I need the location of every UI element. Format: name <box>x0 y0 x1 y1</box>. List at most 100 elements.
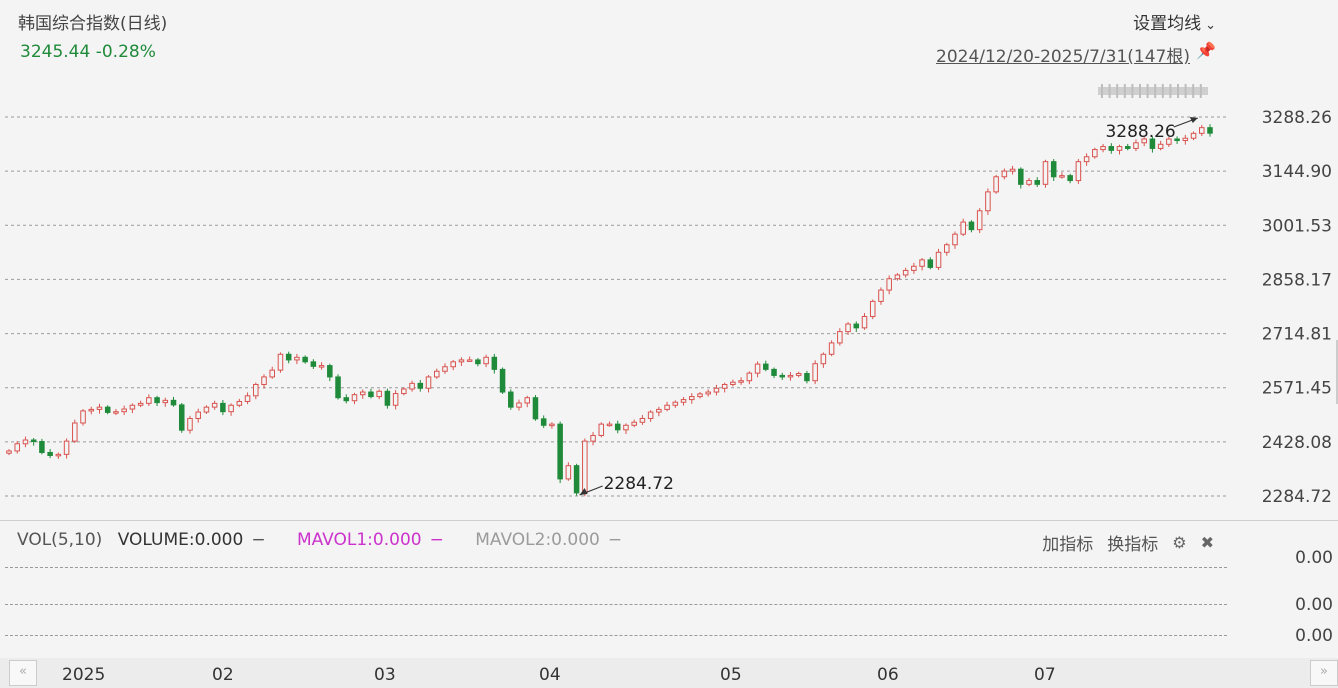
candle-up <box>935 251 942 268</box>
candle-up <box>129 404 136 410</box>
strip-tick <box>1108 84 1111 98</box>
candle-up <box>582 440 588 494</box>
panel-divider <box>0 520 1338 521</box>
candle-up <box>72 422 78 442</box>
price-change: -0.28% <box>95 42 156 62</box>
candle-up <box>952 233 958 246</box>
y-tick-label: 2428.08 <box>1262 433 1332 453</box>
x-tick-label: 07 <box>1034 665 1056 685</box>
x-tick-label: 06 <box>877 665 899 685</box>
candle-up <box>1166 138 1172 145</box>
candle-up <box>623 424 629 431</box>
candle-up <box>1199 127 1205 134</box>
candle-up <box>639 417 646 423</box>
candle-up <box>738 380 744 383</box>
x-tick-label: 02 <box>212 665 234 685</box>
switch-indicator-button[interactable]: 换指标 <box>1107 535 1159 555</box>
strip-tick <box>1192 84 1195 98</box>
candle-down <box>154 397 160 404</box>
candle-up <box>598 423 605 436</box>
gear-icon[interactable]: ⚙ <box>1172 533 1187 552</box>
low-arrowhead <box>579 488 588 495</box>
date-range-link[interactable]: 2024/12/20-2025/7/31(147根) <box>936 47 1190 67</box>
candle-down <box>178 404 185 431</box>
strip-tick <box>1177 84 1179 98</box>
candle-up <box>162 399 169 404</box>
candle-down <box>853 323 860 329</box>
candle-up <box>1141 138 1147 144</box>
x-tick-label: 05 <box>720 665 742 685</box>
candle-up <box>483 356 489 365</box>
y-tick-label: 3001.53 <box>1262 216 1332 236</box>
candle-up <box>261 376 267 385</box>
candle-up <box>590 434 596 442</box>
candle-up <box>1083 156 1090 163</box>
y-tick-label: 2571.45 <box>1262 379 1332 399</box>
candle-up <box>919 259 925 267</box>
candle-down <box>540 418 547 426</box>
strip-tick <box>1116 84 1119 98</box>
strip-tick <box>1184 84 1187 98</box>
add-indicator-button[interactable]: 加指标 <box>1042 535 1094 555</box>
mavol1-dash: − <box>429 530 444 550</box>
candle-up <box>993 176 999 193</box>
candle-up <box>1059 175 1065 178</box>
strip-tick <box>1154 84 1157 98</box>
price-readout: 3245.44 -0.28% <box>20 42 156 62</box>
candle-up <box>976 210 983 231</box>
double-chevron-right-icon[interactable]: » <box>1310 660 1338 686</box>
close-circle-icon[interactable]: ✖ <box>1200 533 1214 552</box>
low-annotation: 2284.72 <box>604 474 674 494</box>
candle-up <box>721 383 728 389</box>
candle-down <box>368 391 374 398</box>
candle-down <box>285 353 292 361</box>
candle-up <box>195 411 201 419</box>
scroll-handle[interactable] <box>1336 340 1338 404</box>
candle-down <box>1018 168 1024 185</box>
candle-up <box>1182 137 1189 142</box>
last-price: 3245.44 <box>20 42 91 62</box>
candle-up <box>318 365 325 368</box>
candle-down <box>1207 127 1213 134</box>
candle-up <box>861 316 868 329</box>
candle-down <box>763 363 769 370</box>
candle-up <box>713 387 720 393</box>
candle-down <box>47 451 53 456</box>
candle-up <box>458 359 465 363</box>
volume-value: VOLUME:0.000 <box>117 530 244 550</box>
chevron-down-icon: ⌄ <box>1205 18 1216 33</box>
ma-setting-button[interactable]: 设置均线 ⌄ <box>1133 9 1216 34</box>
strip-tick <box>1101 84 1103 98</box>
candle-up <box>820 353 827 365</box>
candle-up <box>187 417 193 431</box>
candle-down <box>104 406 111 413</box>
high-annotation: 3288.26 <box>1105 122 1175 142</box>
candle-up <box>22 439 29 445</box>
double-chevron-left-icon[interactable]: « <box>9 660 37 686</box>
candle-down <box>327 365 333 378</box>
candle-up <box>121 408 127 413</box>
mavol2-dash: − <box>607 530 623 550</box>
candle-up <box>730 381 736 385</box>
candle-up <box>647 411 654 419</box>
candle-up <box>631 421 637 426</box>
strip-tick <box>1123 84 1126 98</box>
candle-up <box>14 443 20 452</box>
candlestick-chart[interactable]: 3288.26 3144.90 3001.53 2858.17 2714.81 2571.… <box>0 100 1338 510</box>
candle-up <box>466 359 473 362</box>
candle-down <box>475 359 481 365</box>
strip-tick <box>1131 84 1134 98</box>
candle-up <box>787 374 794 378</box>
y-tick-label: 2714.81 <box>1262 325 1332 345</box>
candle-up <box>869 300 876 318</box>
candle-up <box>80 410 86 424</box>
candle-down <box>220 402 226 413</box>
strip-tick <box>1139 84 1141 98</box>
candle-up <box>549 423 555 427</box>
candle-up <box>1009 168 1016 172</box>
y-tick-label: 2284.72 <box>1262 487 1332 507</box>
range-control-strip[interactable] <box>1098 84 1208 98</box>
candle-down <box>1050 161 1057 178</box>
pin-icon[interactable]: 📌 <box>1196 41 1216 60</box>
candle-up <box>944 244 950 253</box>
